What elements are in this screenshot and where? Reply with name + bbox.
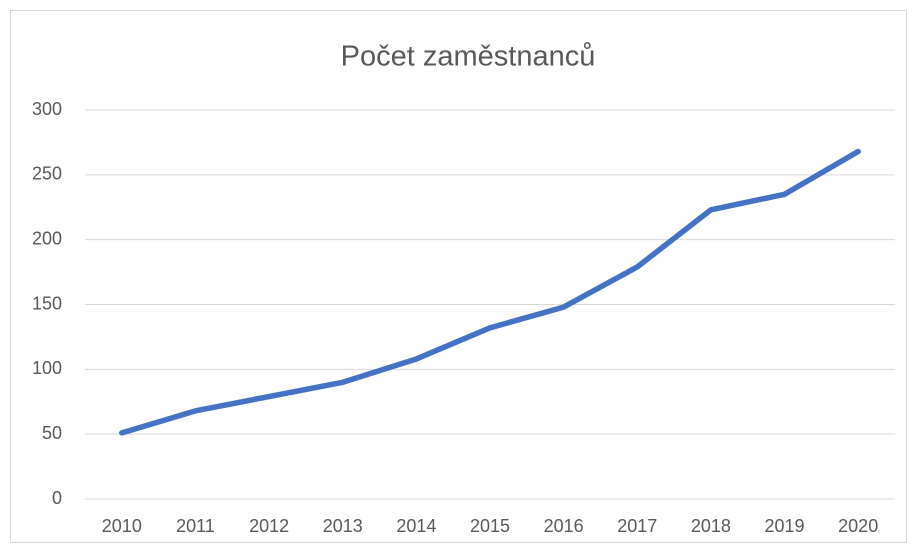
x-tick-label: 2016 bbox=[544, 516, 584, 536]
x-tick-label: 2017 bbox=[617, 516, 657, 536]
x-tick-label: 2012 bbox=[249, 516, 289, 536]
x-tick-label: 2014 bbox=[396, 516, 436, 536]
data-line bbox=[119, 148, 861, 436]
x-tick-label: 2015 bbox=[470, 516, 510, 536]
x-tick-label: 2013 bbox=[323, 516, 363, 536]
y-tick-label: 250 bbox=[32, 164, 62, 184]
x-tick-label: 2019 bbox=[765, 516, 805, 536]
y-tick-label: 150 bbox=[32, 293, 62, 313]
x-tick-label: 2011 bbox=[176, 516, 215, 536]
chart-title: Počet zaměstnanců bbox=[341, 41, 596, 73]
y-tick-label: 50 bbox=[42, 423, 62, 443]
x-tick-label: 2020 bbox=[838, 516, 878, 536]
y-tick-label: 0 bbox=[52, 488, 62, 508]
y-tick-label: 200 bbox=[32, 228, 62, 248]
y-tick-label: 100 bbox=[32, 358, 62, 378]
x-tick-label: 2010 bbox=[102, 516, 142, 536]
x-tick-label: 2018 bbox=[691, 516, 731, 536]
y-tick-label: 300 bbox=[32, 99, 62, 119]
chart-frame bbox=[10, 10, 907, 543]
